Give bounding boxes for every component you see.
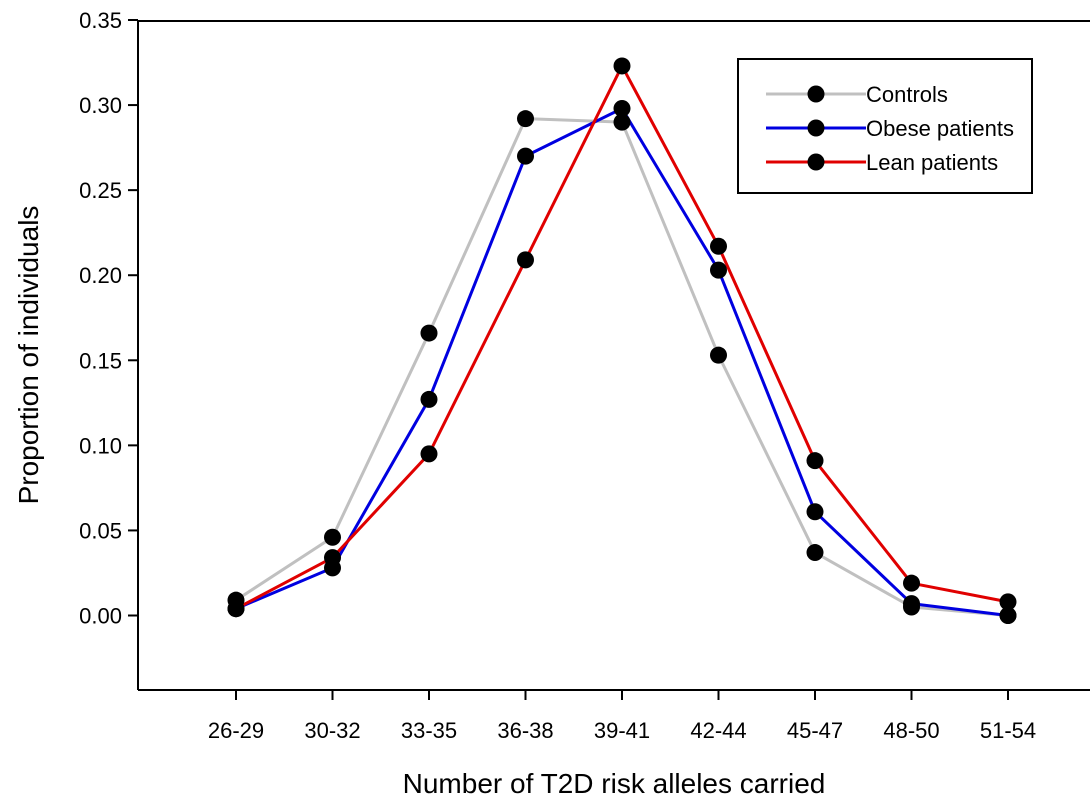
y-tick-label: 0.10 <box>79 433 122 458</box>
y-tick-label: 0.15 <box>79 348 122 373</box>
legend-marker <box>807 119 825 137</box>
x-tick-label: 36-38 <box>497 718 553 743</box>
legend-label: Obese patients <box>866 116 1014 141</box>
x-tick-label: 42-44 <box>690 718 746 743</box>
data-point <box>710 346 727 364</box>
data-point <box>517 147 534 165</box>
y-tick-label: 0.05 <box>79 518 122 543</box>
x-tick-label: 48-50 <box>883 718 939 743</box>
data-point <box>806 544 824 562</box>
data-point <box>420 445 438 463</box>
data-point <box>710 261 727 279</box>
data-point <box>517 110 534 128</box>
data-point <box>999 593 1017 611</box>
data-point <box>903 574 920 592</box>
data-point <box>999 607 1017 624</box>
legend: Controls Obese patients Lean patients <box>737 58 1033 194</box>
data-point <box>710 237 727 255</box>
y-tick-label: 0.00 <box>79 604 122 629</box>
data-point <box>324 549 341 567</box>
x-axis-title: Number of T2D risk alleles carried <box>403 768 826 799</box>
y-tick-label: 0.25 <box>79 178 122 203</box>
x-tick-label: 26-29 <box>208 718 264 743</box>
legend-marker <box>807 85 825 103</box>
legend-marker <box>807 153 825 171</box>
x-tick-label: 51-54 <box>980 718 1036 743</box>
y-axis-title: Proportion of individuals <box>13 206 44 505</box>
legend-label: Controls <box>866 82 948 107</box>
legend-box <box>737 58 1033 194</box>
x-tick-label: 30-32 <box>304 718 360 743</box>
data-point <box>903 595 920 613</box>
data-point <box>806 503 824 521</box>
data-point <box>806 452 824 470</box>
y-tick-label: 0.20 <box>79 263 122 288</box>
y-tick-label: 0.30 <box>79 93 122 118</box>
axes: 0.00 0.05 0.10 0.15 0.20 0.25 0.30 0.35 26-29 30-… <box>79 8 1090 743</box>
data-point <box>613 113 631 131</box>
data-point <box>227 600 245 618</box>
x-tick-label: 33-35 <box>401 718 457 743</box>
data-point <box>517 251 534 269</box>
data-point <box>420 390 438 408</box>
data-point <box>324 528 341 546</box>
x-tick-label: 39-41 <box>594 718 650 743</box>
data-point <box>420 324 438 342</box>
series-lines <box>227 57 1017 624</box>
y-tick-label: 0.35 <box>79 8 122 33</box>
data-point <box>613 57 631 75</box>
data-point <box>613 99 631 117</box>
legend-label: Lean patients <box>866 150 998 175</box>
x-tick-label: 45-47 <box>787 718 843 743</box>
